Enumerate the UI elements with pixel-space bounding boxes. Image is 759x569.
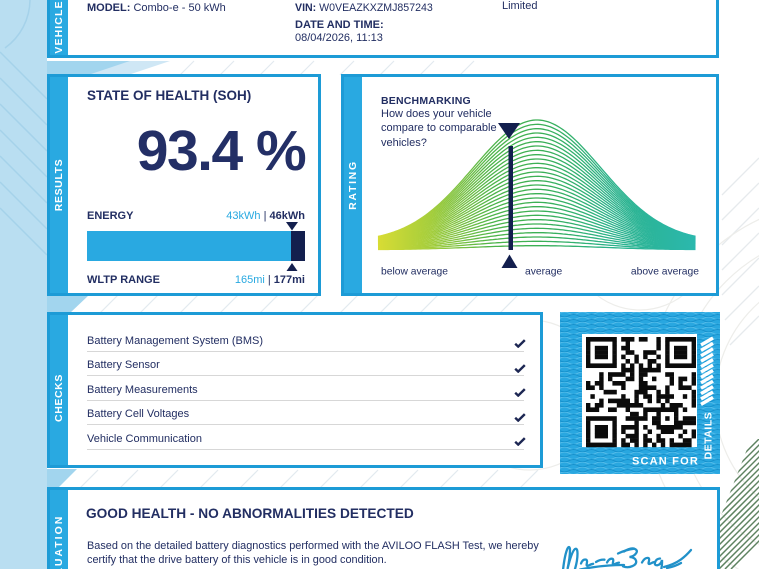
- svg-text:SCAN FOR: SCAN FOR: [632, 456, 699, 468]
- svg-text:average: average: [525, 267, 562, 278]
- svg-text:below average: below average: [381, 267, 448, 278]
- svg-text:above average: above average: [631, 267, 699, 278]
- svg-text:DETAILS: DETAILS: [703, 412, 715, 460]
